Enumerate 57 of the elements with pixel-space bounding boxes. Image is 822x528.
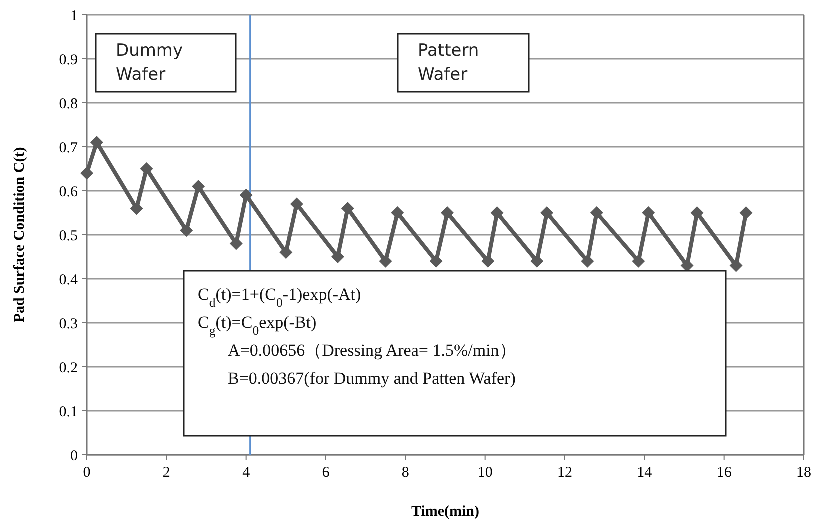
point — [90, 136, 104, 150]
y-tick-label: 0.6 — [59, 184, 78, 200]
point — [430, 254, 443, 268]
y-tick-label: 0.3 — [59, 316, 78, 332]
point — [331, 250, 344, 264]
point — [581, 254, 594, 268]
x-tick-label: 18 — [796, 465, 812, 481]
point — [391, 206, 404, 220]
point — [632, 254, 646, 268]
annotation: C$_{d}$(t)=1+(C$_{0}$-1)exp(-At) — [198, 285, 362, 310]
point — [642, 206, 656, 220]
x-tick-label: 0 — [83, 465, 91, 481]
point — [192, 180, 206, 194]
point — [730, 259, 743, 272]
y-tick-label: 1 — [70, 8, 78, 24]
y-tick-label: 0.2 — [59, 360, 78, 376]
x-tick-label: 16 — [716, 465, 732, 481]
point — [140, 162, 154, 176]
annotation: B=0.00367(for Dummy and Patten Wafer) — [228, 369, 516, 388]
point — [690, 206, 704, 220]
point — [740, 206, 753, 220]
y-tick-label: 0.8 — [59, 96, 78, 112]
point — [540, 206, 554, 220]
point — [280, 246, 293, 260]
point — [530, 254, 544, 268]
point — [440, 206, 454, 220]
point — [482, 254, 495, 268]
y-tick-label: 0.4 — [59, 272, 78, 288]
y-tick-label: 0.5 — [59, 228, 78, 244]
point — [230, 237, 243, 250]
point — [130, 202, 144, 216]
point — [240, 188, 253, 202]
y-tick-label: 0 — [70, 448, 78, 464]
y-tick-label: 0.9 — [59, 52, 78, 68]
y-tick-label: 0.1 — [59, 404, 78, 420]
y-tick-label: 0.7 — [59, 140, 78, 156]
x-axis-title: Time(min) — [411, 504, 480, 520]
x-tick-label: 12 — [558, 465, 572, 481]
point — [379, 254, 392, 268]
point — [290, 198, 304, 211]
x-tick-label: 6 — [322, 465, 330, 481]
point — [341, 202, 354, 216]
point — [490, 206, 504, 220]
annotation: Dummy Wafer — [116, 41, 184, 85]
x-tick-label: 10 — [478, 465, 493, 481]
annotation: Pattern Wafer — [418, 41, 480, 85]
y-axis-title: Pad Surface Condition C(t) — [12, 147, 28, 323]
x-tick-label: 14 — [637, 465, 653, 481]
point — [180, 224, 194, 238]
annotation: A=0.00656（Dressing Area= 1.5%/min） — [228, 341, 516, 360]
annotation: C$_{g}$(t)=C$_{0}$exp(-Bt) — [198, 313, 317, 338]
x-tick-label: 2 — [162, 465, 170, 481]
point — [680, 259, 694, 272]
x-tick-label: 4 — [242, 465, 251, 481]
x-tick-label: 8 — [402, 465, 410, 481]
point — [80, 166, 94, 180]
point — [590, 206, 604, 220]
